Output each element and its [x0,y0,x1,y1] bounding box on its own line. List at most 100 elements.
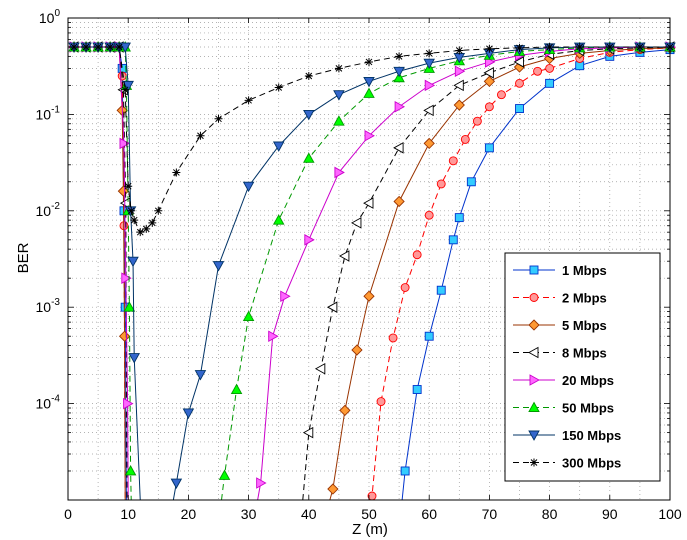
legend-box [504,252,661,482]
data-point [400,466,410,476]
y-tick-label: 100 [39,8,61,26]
data-point [529,293,539,302]
data-point [280,290,291,302]
data-point [172,168,181,177]
legend-item: 150 Mbps [513,428,621,443]
legend: 1 Mbps 2 Mbps 5 Mbps 8 Mbps 20 Mbps 50 Mbps 15… [504,252,661,482]
y-tick-label: 10-3 [36,297,61,315]
data-point [363,197,374,209]
data-point [130,216,139,225]
data-point [327,483,339,495]
data-point [453,79,464,92]
data-point [515,43,524,52]
x-tick-label: 40 [301,506,317,522]
x-tick-label: 20 [181,506,197,522]
data-point [339,404,351,417]
y-tick-label: 10-4 [36,394,61,412]
data-point [148,218,157,227]
data-point [455,46,464,55]
data-point [124,182,133,191]
data-point [395,52,404,61]
data-point [423,58,435,70]
data-point [528,319,540,331]
series-line [221,46,670,501]
data-point [119,137,130,150]
legend-label: 2 Mbps [562,291,607,306]
data-point [460,134,470,144]
x-tick-label: 0 [64,506,72,522]
series-line [74,46,141,501]
data-point [605,43,614,52]
data-point [400,283,410,292]
data-point [230,383,243,394]
data-point [528,430,540,441]
series-300-mbps [70,43,674,237]
data-point [82,43,91,52]
data-point [483,67,494,79]
data-point [545,63,555,73]
data-point [363,87,375,98]
x-tick-label: 30 [241,506,257,522]
data-point [530,458,538,467]
data-point [424,331,434,341]
data-point [121,85,130,94]
data-point [513,56,524,68]
data-point [388,333,398,343]
data-point [575,43,584,52]
data-point [302,426,314,439]
data-point [363,76,375,88]
data-point [545,43,554,52]
legend-item: 50 Mbps [513,401,614,416]
data-point [268,330,279,342]
data-point [136,228,145,237]
series-line [74,46,129,501]
data-point [218,469,231,480]
data-point [334,64,343,73]
data-point [365,57,373,66]
legend-item: 2 Mbps [513,291,607,306]
data-point [484,143,494,153]
series-line [74,46,127,501]
data-point [424,79,436,92]
data-point [142,224,151,233]
legend-item: 20 Mbps [513,373,614,388]
legend-label: 1 Mbps [562,263,607,278]
legend-label: 8 Mbps [562,346,607,361]
data-point [274,83,283,92]
data-point [272,214,285,225]
data-point [448,156,458,166]
data-point [154,206,163,215]
data-point [363,290,375,302]
series-line [74,46,128,501]
data-point [304,234,315,246]
series-layer [68,41,676,501]
legend-item: 1 Mbps [513,263,607,278]
x-tick-label: 100 [658,506,682,522]
data-point [483,75,496,88]
data-point [244,96,253,105]
legend-label: 20 Mbps [562,373,614,388]
data-point [256,477,267,489]
legend-label: 5 Mbps [562,318,607,333]
data-point [94,43,103,52]
data-point [214,114,223,123]
data-point [304,72,313,81]
data-point [425,49,434,58]
data-point [393,195,405,208]
data-point [333,90,345,101]
data-point [122,80,134,92]
data-point [242,181,255,193]
data-point [106,43,115,52]
y-axis-label: BER [15,242,32,273]
data-point [515,104,524,113]
data-point [182,408,195,419]
series-line [74,46,126,501]
data-point [393,142,404,154]
data-point [376,397,386,407]
data-point [121,272,132,284]
data-point [533,66,543,76]
data-point [242,310,255,321]
y-tick-label: 10-2 [36,201,61,219]
axes: 0 10 20 30 40 50 60 70 80 90 100 100 10-1 10-2 10-3 10-… [36,8,682,522]
